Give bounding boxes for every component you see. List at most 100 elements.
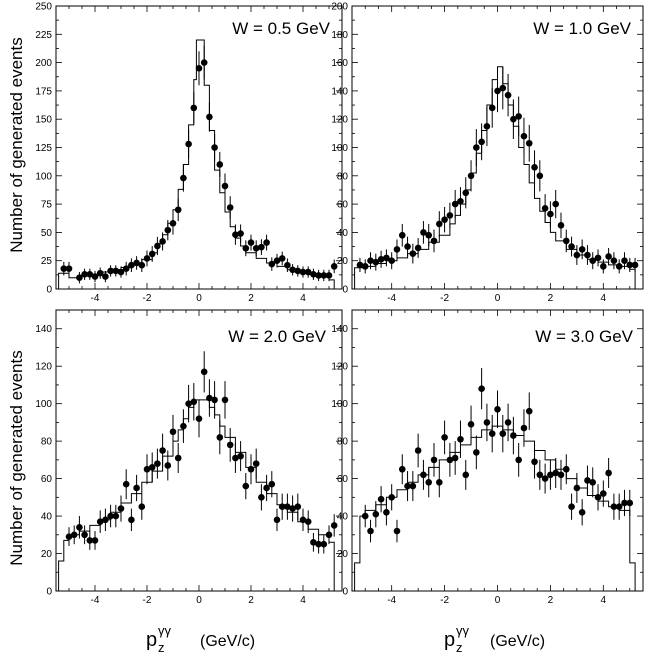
data-point — [478, 138, 485, 146]
data-point — [70, 531, 78, 539]
x-tick-label: 0 — [495, 595, 501, 606]
data-point — [515, 456, 522, 464]
data-point — [520, 132, 528, 140]
y-tick-label: 75 — [41, 200, 53, 211]
data-point — [562, 465, 570, 473]
data-point — [190, 104, 198, 112]
data-point — [252, 460, 260, 467]
x-tick-label: -2 — [440, 293, 449, 304]
data-point — [91, 273, 99, 280]
data-point — [404, 482, 411, 490]
data-point — [356, 261, 364, 269]
y-tick-label: 80 — [337, 171, 349, 182]
data-point — [420, 229, 427, 236]
x-axis-label-right: p z γγ (GeV/c) — [444, 623, 545, 655]
data-point — [107, 267, 114, 275]
y-tick-label: 40 — [337, 512, 349, 523]
data-point — [122, 480, 130, 488]
x-tick-label: 0 — [196, 595, 202, 606]
data-point — [536, 471, 544, 479]
x-axis-label-left: p z γγ (GeV/c) — [146, 623, 255, 655]
data-point — [589, 257, 597, 265]
data-point — [462, 189, 470, 197]
data-point — [562, 237, 570, 245]
data-point — [568, 243, 575, 250]
y-tick-label: 60 — [337, 200, 349, 211]
data-point — [531, 458, 538, 466]
data-point — [393, 527, 401, 535]
data-point — [393, 246, 401, 253]
data-point — [557, 471, 565, 479]
data-point — [383, 254, 390, 262]
x-tick-label: 2 — [248, 293, 254, 304]
y-tick-label: 140 — [331, 324, 348, 335]
data-point — [138, 503, 146, 511]
data-point — [446, 456, 454, 464]
data-point — [414, 244, 422, 252]
y-tick-label: 100 — [35, 171, 52, 182]
data-point — [268, 480, 276, 488]
y-tick-label: 120 — [35, 362, 52, 373]
y-tick-label: 150 — [35, 115, 52, 126]
data-point — [388, 494, 395, 501]
data-point — [451, 454, 459, 462]
data-point — [273, 257, 281, 265]
data-point — [615, 503, 623, 511]
data-point — [96, 269, 104, 277]
data-point — [483, 419, 491, 426]
y-axis-label-top: Number of generated events — [7, 37, 26, 252]
data-point — [600, 490, 607, 497]
data-point — [304, 518, 312, 525]
data-point — [273, 516, 281, 524]
data-point — [404, 243, 411, 250]
data-point — [117, 268, 125, 276]
data-point — [211, 396, 218, 404]
data-point — [330, 263, 338, 270]
data-point — [510, 432, 517, 439]
data-point — [605, 253, 612, 260]
data-point — [483, 122, 491, 130]
y-tick-label: 20 — [337, 549, 349, 560]
data-point — [76, 524, 83, 531]
panel-title: W = 0.5 GeV — [232, 19, 330, 38]
data-point — [488, 430, 496, 437]
data-point — [128, 516, 135, 524]
data-point — [457, 435, 464, 443]
data-point — [584, 477, 591, 484]
data-point — [216, 161, 224, 168]
data-point — [398, 465, 406, 473]
y-tick-label: 100 — [331, 143, 348, 154]
data-point — [425, 231, 433, 239]
x-tick-label: 4 — [300, 595, 306, 606]
data-point — [258, 243, 265, 251]
data-point — [320, 540, 328, 548]
y-tick-label: 40 — [41, 512, 53, 523]
data-point — [615, 263, 623, 270]
y-tick-label: 100 — [35, 399, 52, 410]
data-point — [289, 266, 296, 274]
data-point — [221, 396, 229, 404]
data-point — [221, 182, 229, 190]
data-point — [164, 462, 172, 469]
data-point — [154, 242, 161, 250]
panel-title: W = 3.0 GeV — [535, 327, 633, 346]
data-point — [143, 255, 151, 262]
data-point — [174, 206, 182, 214]
data-point — [552, 200, 559, 208]
data-point — [557, 222, 565, 229]
data-point — [547, 471, 554, 479]
svg-text:p: p — [146, 629, 157, 651]
data-point — [60, 265, 68, 272]
data-point — [584, 251, 591, 259]
data-point — [200, 368, 208, 376]
data-point — [330, 522, 338, 529]
data-point — [226, 441, 234, 449]
data-point — [361, 263, 369, 270]
data-point — [525, 407, 533, 415]
data-point — [531, 164, 538, 171]
panel-title: W = 2.0 GeV — [228, 327, 326, 346]
data-point — [107, 512, 114, 520]
data-point — [626, 499, 634, 507]
y-tick-label: 0 — [46, 587, 52, 598]
